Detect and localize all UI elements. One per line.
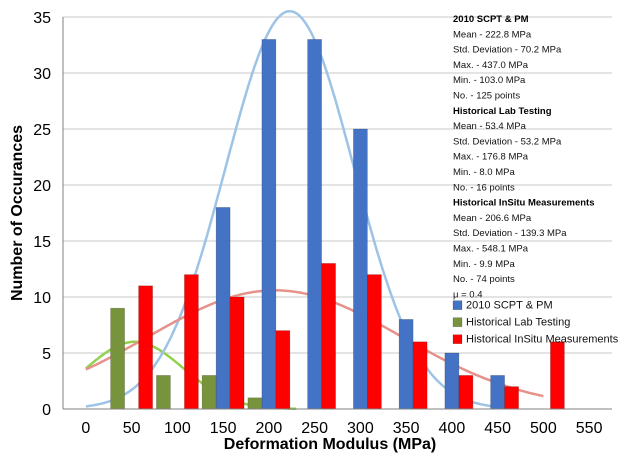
bar xyxy=(490,375,505,410)
bar xyxy=(201,375,217,410)
bar xyxy=(261,39,277,410)
bar xyxy=(367,274,382,410)
y-tick-label: 35 xyxy=(33,10,51,27)
stats-line: Std. Deviation - 53.2 MPa xyxy=(453,136,562,147)
bar xyxy=(458,375,474,410)
bar xyxy=(275,330,291,410)
y-tick-label: 15 xyxy=(33,234,51,251)
bar xyxy=(229,296,245,410)
y-tick-label: 0 xyxy=(42,402,51,419)
x-tick-label: 500 xyxy=(530,420,557,437)
legend-swatch xyxy=(452,334,463,344)
y-axis-title: Number of Occurances xyxy=(9,125,26,301)
y-tick-label: 25 xyxy=(33,122,51,139)
y-tick-label: 5 xyxy=(42,346,51,363)
bar xyxy=(353,128,368,410)
y-tick-label: 30 xyxy=(33,66,51,83)
stats-line: Max. - 548.1 MPa xyxy=(453,244,529,255)
stats-heading: Historical Lab Testing xyxy=(453,106,552,117)
bar xyxy=(412,341,428,410)
bar xyxy=(321,263,336,410)
stats-line: No. - 16 points xyxy=(453,182,515,193)
x-tick-label: 150 xyxy=(210,420,237,437)
bar xyxy=(550,341,565,410)
legend-label: Historical Lab Testing xyxy=(466,317,570,329)
stats-panel: 2010 SCPT & PM Mean - 222.8 MPa Std. Devia… xyxy=(453,14,594,300)
legend-label: Historical InSitu Measurements xyxy=(466,334,619,346)
x-tick-label: 550 xyxy=(576,420,603,437)
legend-label: 2010 SCPT & PM xyxy=(466,300,553,312)
stats-line: No. - 74 points xyxy=(453,274,515,285)
bar xyxy=(504,386,519,410)
bar xyxy=(444,352,460,410)
bar xyxy=(184,274,199,410)
bar xyxy=(247,397,263,410)
x-tick-label: 250 xyxy=(301,420,328,437)
stats-line: μ = 0.4 xyxy=(453,289,483,300)
stats-line: Mean - 53.4 MPa xyxy=(453,121,527,132)
x-tick-label: 50 xyxy=(123,420,141,437)
grid-layer xyxy=(63,16,612,410)
x-tick-label: 450 xyxy=(484,420,511,437)
stats-line: Std. Deviation - 70.2 MPa xyxy=(453,45,562,56)
x-tick-label: 100 xyxy=(164,420,191,437)
y-tick-label: 10 xyxy=(33,290,51,307)
legend-swatch xyxy=(452,317,463,327)
x-tick-label: 0 xyxy=(81,420,90,437)
bar xyxy=(156,375,171,410)
bar xyxy=(138,285,153,410)
stats-line: Std. Deviation - 139.3 MPa xyxy=(453,228,567,239)
stats-heading: 2010 SCPT & PM xyxy=(453,14,529,25)
x-tick-label: 350 xyxy=(393,420,420,437)
legend: 2010 SCPT & PM Historical Lab Testing Hist… xyxy=(452,300,619,346)
stats-line: Min. - 9.9 MPa xyxy=(453,259,515,270)
label-layer: Deformation Modulus (MPa) Number of Occu… xyxy=(9,125,436,453)
stats-line: No. - 125 points xyxy=(453,91,520,102)
y-tick-label: 20 xyxy=(33,178,51,195)
stats-line: Max. - 437.0 MPa xyxy=(453,60,529,71)
stats-line: Min. - 8.0 MPa xyxy=(453,167,515,178)
stats-heading: Historical InSitu Measurements xyxy=(453,198,594,209)
fitted-curve xyxy=(85,9,498,409)
x-axis-title: Deformation Modulus (MPa) xyxy=(224,436,436,453)
bar xyxy=(110,307,125,410)
bar xyxy=(398,319,414,410)
bar xyxy=(215,207,231,410)
x-tick-label: 400 xyxy=(439,420,466,437)
stats-line: Mean - 222.8 MPa xyxy=(453,29,532,40)
x-tick-label: 200 xyxy=(256,420,283,437)
stats-line: Mean - 206.6 MPa xyxy=(453,213,532,224)
stats-line: Min. - 103.0 MPa xyxy=(453,75,526,86)
bar xyxy=(307,39,322,410)
stats-line: Max. - 176.8 MPa xyxy=(453,152,529,163)
x-tick-label: 300 xyxy=(347,420,374,437)
legend-swatch xyxy=(452,300,463,310)
